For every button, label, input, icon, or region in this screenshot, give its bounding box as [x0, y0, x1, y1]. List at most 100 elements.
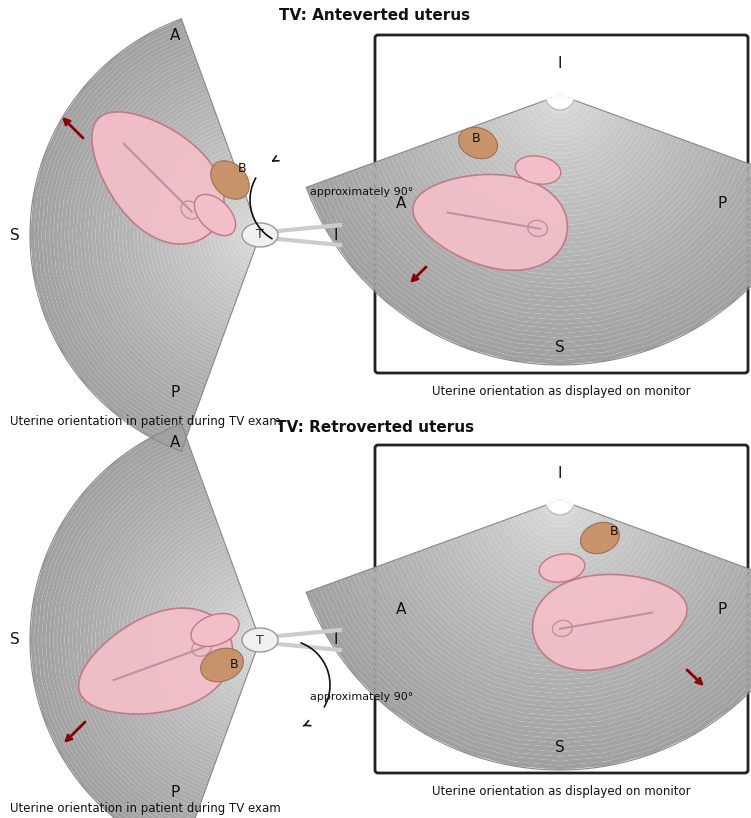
Polygon shape: [433, 140, 687, 230]
Polygon shape: [187, 167, 237, 303]
Polygon shape: [65, 52, 195, 419]
Text: A: A: [396, 196, 406, 212]
Polygon shape: [256, 231, 260, 239]
Polygon shape: [488, 524, 632, 577]
Polygon shape: [336, 580, 751, 739]
Polygon shape: [340, 173, 751, 329]
Polygon shape: [501, 520, 620, 563]
Polygon shape: [103, 88, 207, 383]
Polygon shape: [83, 70, 201, 401]
Polygon shape: [207, 590, 243, 690]
Polygon shape: [416, 146, 704, 248]
Text: approximately 90°: approximately 90°: [310, 692, 413, 702]
Text: P: P: [718, 196, 727, 212]
Polygon shape: [535, 508, 585, 527]
Polygon shape: [160, 142, 228, 329]
Text: S: S: [555, 740, 565, 755]
Polygon shape: [505, 519, 615, 559]
Polygon shape: [454, 537, 665, 613]
Polygon shape: [179, 564, 234, 716]
Polygon shape: [191, 170, 238, 300]
Polygon shape: [459, 128, 497, 159]
Polygon shape: [30, 424, 182, 818]
Polygon shape: [539, 506, 581, 523]
Polygon shape: [45, 34, 188, 437]
Polygon shape: [107, 496, 209, 784]
Polygon shape: [480, 528, 641, 586]
Polygon shape: [233, 209, 252, 260]
Polygon shape: [130, 518, 217, 762]
Polygon shape: [237, 213, 253, 257]
Polygon shape: [45, 438, 188, 818]
Polygon shape: [256, 636, 260, 644]
Polygon shape: [76, 62, 198, 408]
Polygon shape: [340, 578, 751, 734]
Text: Uterine orientation in patient during TV exam: Uterine orientation in patient during TV…: [10, 415, 281, 428]
Polygon shape: [126, 514, 216, 766]
Polygon shape: [152, 134, 225, 336]
Polygon shape: [310, 589, 751, 766]
Polygon shape: [403, 151, 716, 262]
Polygon shape: [556, 95, 564, 100]
Polygon shape: [374, 566, 746, 698]
Polygon shape: [319, 182, 751, 352]
Text: B: B: [472, 132, 481, 145]
Polygon shape: [323, 180, 751, 347]
Polygon shape: [501, 115, 620, 158]
Polygon shape: [332, 582, 751, 743]
Polygon shape: [424, 548, 695, 644]
Polygon shape: [242, 223, 278, 247]
Polygon shape: [374, 161, 746, 293]
Polygon shape: [68, 460, 196, 818]
Polygon shape: [218, 600, 247, 680]
Polygon shape: [172, 557, 231, 723]
Polygon shape: [95, 485, 205, 795]
Polygon shape: [361, 166, 751, 307]
Text: B: B: [238, 162, 246, 175]
Polygon shape: [581, 523, 620, 554]
Polygon shape: [176, 561, 233, 719]
Polygon shape: [556, 500, 564, 505]
Polygon shape: [413, 174, 568, 270]
Polygon shape: [195, 195, 236, 236]
Polygon shape: [345, 172, 751, 325]
Polygon shape: [446, 540, 674, 622]
Text: TV: Anteverted uterus: TV: Anteverted uterus: [279, 8, 471, 23]
Polygon shape: [369, 568, 750, 703]
Polygon shape: [310, 184, 751, 361]
Polygon shape: [526, 510, 594, 536]
Text: B: B: [610, 525, 619, 538]
Polygon shape: [408, 554, 712, 662]
Polygon shape: [126, 109, 216, 361]
Polygon shape: [191, 575, 238, 705]
Polygon shape: [118, 506, 213, 773]
Text: A: A: [170, 28, 180, 43]
Polygon shape: [446, 135, 674, 217]
Text: B: B: [230, 658, 239, 671]
Polygon shape: [195, 579, 239, 701]
Polygon shape: [99, 83, 207, 386]
Polygon shape: [172, 152, 231, 318]
Polygon shape: [118, 101, 213, 368]
Polygon shape: [252, 633, 258, 647]
Polygon shape: [241, 622, 255, 658]
Polygon shape: [515, 156, 561, 184]
Polygon shape: [68, 55, 196, 415]
Polygon shape: [395, 154, 725, 271]
Polygon shape: [195, 173, 239, 296]
Polygon shape: [110, 500, 210, 780]
Polygon shape: [315, 182, 751, 356]
Polygon shape: [83, 474, 201, 806]
Polygon shape: [201, 648, 243, 682]
Polygon shape: [471, 531, 649, 595]
Polygon shape: [164, 145, 228, 325]
Polygon shape: [179, 160, 234, 311]
Polygon shape: [249, 629, 258, 651]
Polygon shape: [229, 206, 251, 264]
Polygon shape: [41, 29, 186, 440]
Polygon shape: [391, 560, 729, 680]
Polygon shape: [467, 533, 653, 599]
Polygon shape: [429, 142, 691, 235]
Polygon shape: [547, 503, 573, 514]
Polygon shape: [183, 163, 235, 307]
